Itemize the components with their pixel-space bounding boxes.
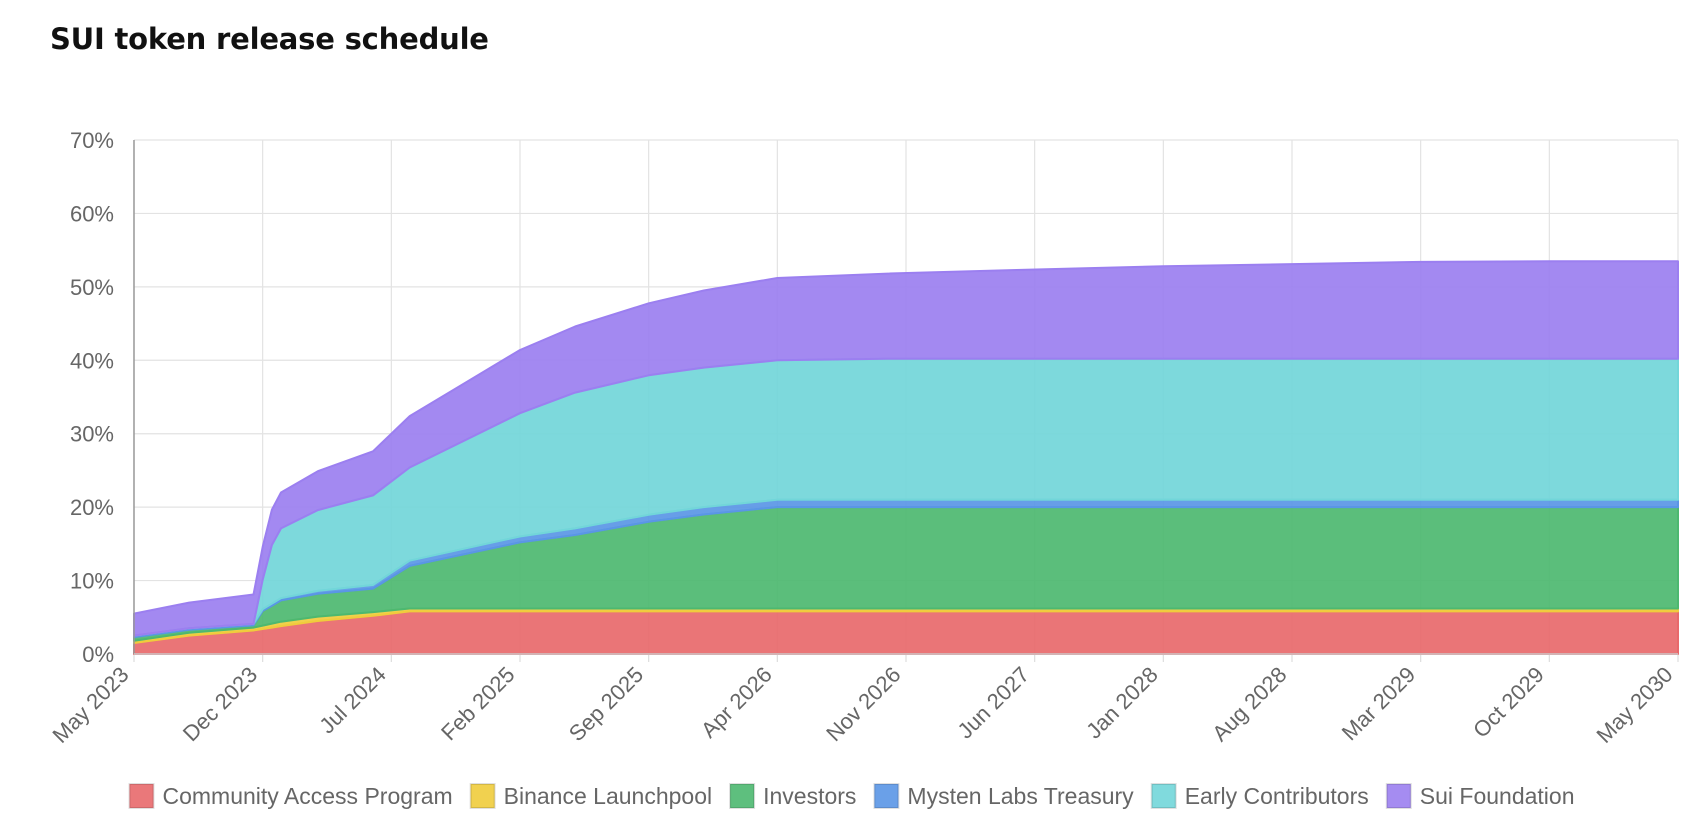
y-tick-label: 40% — [70, 348, 114, 373]
x-tick-label: Feb 2025 — [436, 662, 519, 745]
legend-label-community-access-program: Community Access Program — [163, 783, 453, 809]
x-tick-label: May 2023 — [48, 662, 134, 748]
legend-swatch-binance-launchpool — [469, 783, 496, 809]
x-tick-label: Mar 2029 — [1337, 662, 1420, 745]
x-tick-label: May 2030 — [1592, 662, 1678, 748]
y-tick-label: 30% — [70, 422, 114, 447]
x-tick-label: Sep 2025 — [564, 662, 648, 746]
y-tick-label: 20% — [70, 495, 114, 520]
chart-title: SUI token release schedule — [50, 22, 489, 56]
area-community-access-program — [133, 610, 1679, 655]
legend-swatch-early-contributors — [1150, 783, 1177, 809]
y-tick-label: 0% — [82, 642, 114, 667]
x-tick-label: Jun 2027 — [953, 662, 1035, 744]
legend-label-mysten-labs-treasury: Mysten Labs Treasury — [907, 783, 1134, 809]
x-tick-label: Jul 2024 — [314, 662, 391, 739]
y-tick-label: 50% — [70, 275, 114, 300]
legend-swatch-mysten-labs-treasury — [873, 783, 900, 809]
legend-label-investors: Investors — [763, 783, 856, 809]
legend-label-binance-launchpool: Binance Launchpool — [504, 783, 712, 809]
legend-label-early-contributors: Early Contributors — [1185, 783, 1369, 809]
legend-swatch-community-access-program — [128, 783, 155, 809]
y-tick-label: 10% — [70, 569, 114, 594]
x-tick-label: Aug 2028 — [1207, 662, 1291, 746]
x-tick-label: Apr 2026 — [696, 662, 777, 743]
legend: Community Access Program Binance Launchpo… — [128, 783, 1575, 809]
y-tick-label: 60% — [70, 201, 114, 226]
stacked-areas — [133, 260, 1679, 655]
legend-swatch-sui-foundation — [1385, 783, 1412, 809]
x-tick-label: Jan 2028 — [1081, 662, 1163, 744]
y-tick-label: 70% — [70, 128, 114, 153]
area-sui-foundation — [133, 260, 1679, 637]
legend-swatch-investors — [729, 783, 756, 809]
x-tick-label: Nov 2026 — [821, 662, 905, 746]
x-tick-label: Dec 2023 — [178, 662, 262, 746]
legend-label-sui-foundation: Sui Foundation — [1420, 783, 1575, 809]
x-tick-label: Oct 2029 — [1468, 662, 1549, 743]
